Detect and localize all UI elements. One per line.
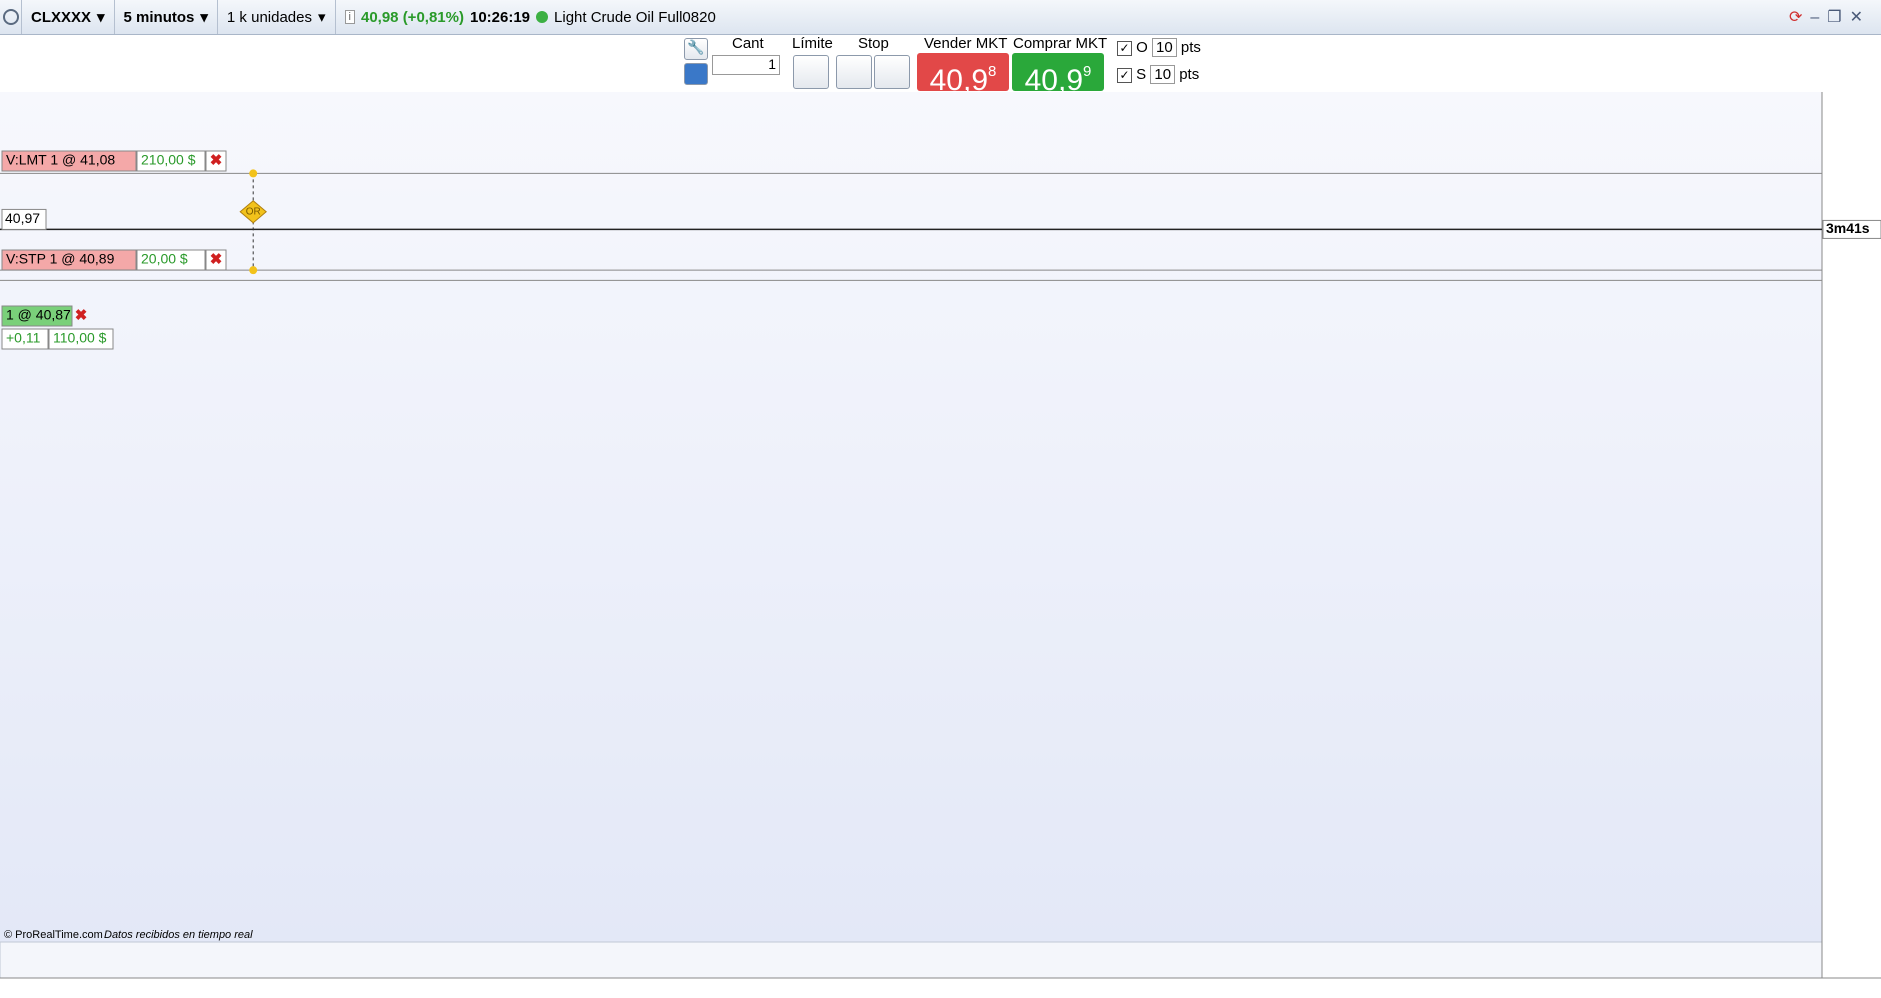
- sell-pip: 8: [988, 63, 997, 80]
- units-text: 1 k unidades: [226, 8, 312, 26]
- stop-label: Stop: [858, 35, 889, 52]
- keyboard-button[interactable]: [684, 63, 708, 85]
- qty-label: Cant: [732, 35, 764, 52]
- stop-button[interactable]: [836, 55, 872, 89]
- or-handle: [249, 266, 258, 275]
- qty-input[interactable]: 1: [712, 55, 780, 75]
- o-label: O: [1136, 39, 1148, 56]
- buy-price: 40,9: [1024, 64, 1084, 97]
- cancel-icon: ✖: [210, 251, 223, 268]
- order-label: V:STP 1 @ 40,89: [6, 251, 115, 267]
- cancel-button[interactable]: [205, 150, 227, 172]
- or-label: OR: [246, 206, 261, 217]
- info-icon[interactable]: i: [344, 10, 355, 24]
- buy-label: Comprar MKT: [1013, 35, 1108, 52]
- plot-background: [0, 92, 1822, 942]
- s-checkbox[interactable]: ✓: [1117, 67, 1132, 83]
- price-axis-background: [1822, 92, 1881, 998]
- menu[interactable]: 41,241,14140,940,840,740,640,540,440,340…: [0, 0, 22, 34]
- time: 10:26:19: [469, 8, 531, 26]
- position-change-box: [1, 328, 49, 350]
- window-controls: ⟳–❐✕: [1789, 7, 1871, 27]
- order-label-box: [1, 249, 137, 271]
- buy-pip: 9: [1083, 63, 1092, 80]
- or-handle: [249, 169, 258, 178]
- timeframe-text: 5 minutos: [123, 8, 195, 26]
- limit-label: Límite: [792, 35, 833, 52]
- cancel-icon: ✖: [75, 307, 88, 324]
- countdown-box: [1822, 219, 1881, 239]
- timeframe[interactable]: 5 minutos ▾: [115, 0, 218, 34]
- cancel-icon: ✖: [210, 152, 223, 169]
- buy-button[interactable]: 40,99: [1012, 53, 1104, 97]
- sell-button[interactable]: 40,98: [917, 53, 1009, 97]
- position-pnl: 110,00 $: [53, 330, 107, 346]
- o-unit: pts: [1180, 39, 1201, 56]
- symbol[interactable]: CLXXXX ▾: [22, 0, 115, 34]
- close[interactable]: ✕: [1849, 9, 1871, 26]
- quote: 40,98 (+0,81%): [360, 8, 464, 26]
- limit-button[interactable]: [793, 55, 829, 89]
- volume-background: [0, 941, 1823, 979]
- s-label: S: [1136, 66, 1147, 83]
- order-pnl-box: [136, 249, 206, 271]
- sell-label: Vender MKT: [924, 35, 1008, 52]
- footer-source: © ProRealTime.com: [4, 929, 103, 941]
- position-label: 1 @ 40,87: [6, 307, 71, 323]
- order-pnl: 20,00 $: [141, 251, 188, 267]
- instrument: Light Crude Oil Full0820: [554, 8, 716, 26]
- sync-icon[interactable]: ⟳: [1788, 9, 1811, 26]
- position-label-box: [1, 305, 73, 327]
- s-row: ✓ S 10 pts: [1117, 65, 1199, 84]
- s-unit: pts: [1179, 66, 1200, 83]
- footer-note: Datos recibidos en tiempo real: [104, 929, 253, 941]
- order-pnl: 210,00 $: [141, 152, 196, 168]
- order-label-box: [1, 150, 137, 172]
- o-input[interactable]: 10: [1152, 38, 1177, 57]
- o-row: ✓ O 10 pts: [1117, 38, 1201, 57]
- position-pnl-box: [48, 328, 114, 350]
- or-diamond: [239, 200, 267, 224]
- marker-label: 40,97: [5, 210, 40, 226]
- marker-box: [1, 208, 47, 230]
- quote-box: i 40,98 (+0,81%) 10:26:19 Light Crude Oi…: [336, 0, 725, 34]
- units[interactable]: 1 k unidades ▾: [218, 0, 336, 34]
- position-change: +0,11: [6, 330, 41, 346]
- menu-icon: 41,241,14140,940,840,740,640,540,440,340…: [2, 9, 19, 25]
- minimize[interactable]: –: [1810, 9, 1828, 26]
- arrow: ▾: [97, 9, 105, 26]
- chart: V:LMT 1 @ 41,08 210,00 $ ✖ V:STP 1 @ 40,89 2…: [0, 92, 1881, 998]
- arrow: ▾: [318, 9, 326, 26]
- sell-price: 40,9: [929, 64, 989, 97]
- countdown: 3m41s: [1826, 220, 1870, 236]
- order-overlay: V:LMT 1 @ 41,08 210,00 $ ✖ V:STP 1 @ 40,89 2…: [0, 150, 1881, 350]
- order-pnl-box: [136, 150, 206, 172]
- cancel-button[interactable]: [205, 249, 227, 271]
- arrow: ▾: [200, 9, 208, 26]
- stop-button-2[interactable]: [874, 55, 910, 89]
- o-checkbox[interactable]: ✓: [1117, 40, 1132, 56]
- order-panel: 🔧 Cant 1 Límite Stop Vender MKT 40,98 Co…: [0, 35, 1881, 97]
- toolbar: 41,241,14140,940,840,740,640,540,440,340…: [0, 0, 1881, 35]
- restore[interactable]: ❐: [1827, 9, 1850, 26]
- symbol-text: CLXXXX: [31, 8, 92, 26]
- tools-button[interactable]: 🔧: [684, 38, 708, 60]
- order-label: V:LMT 1 @ 41,08: [6, 152, 115, 168]
- s-input[interactable]: 10: [1150, 65, 1176, 84]
- status-dot: [536, 11, 549, 23]
